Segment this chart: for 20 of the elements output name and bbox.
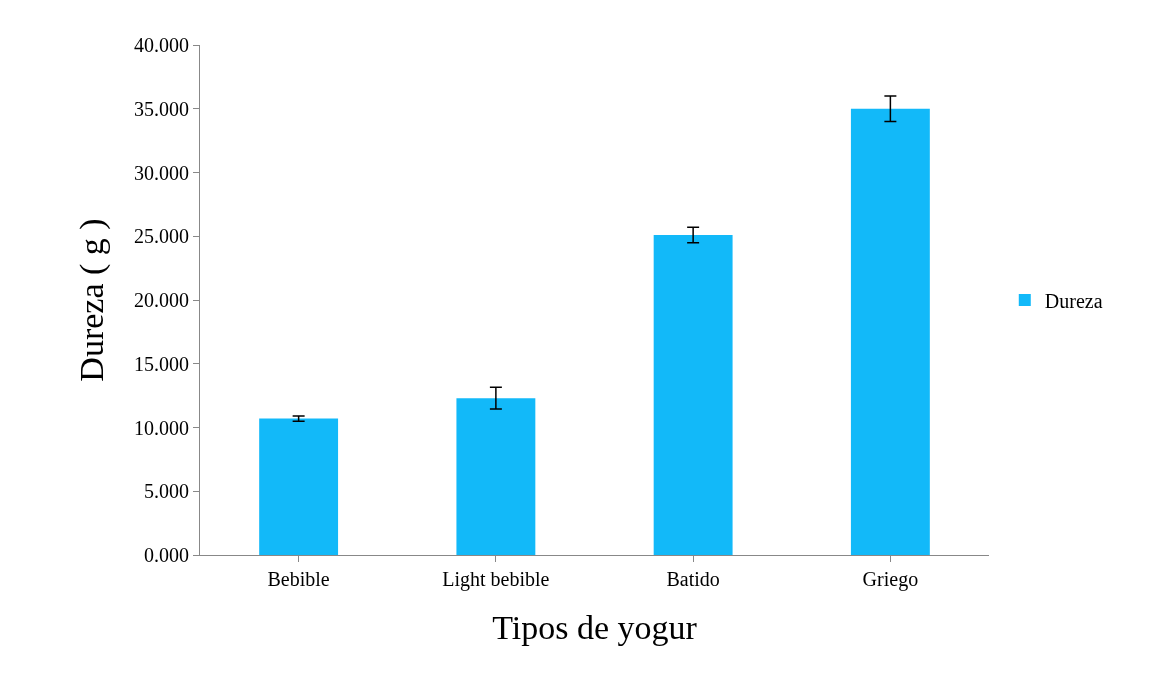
legend-label: Dureza bbox=[1044, 289, 1103, 312]
bar bbox=[259, 418, 339, 555]
y-tick-label: 25.000 bbox=[134, 225, 189, 248]
y-tick-label: 35.000 bbox=[134, 97, 189, 120]
bar bbox=[456, 398, 536, 555]
y-axis-title: Dureza ( g ) bbox=[72, 218, 111, 382]
x-axis-title: Tipos de yogur bbox=[492, 609, 698, 647]
y-tick-label: 15.000 bbox=[134, 352, 189, 375]
y-tick-label: 20.000 bbox=[134, 289, 189, 311]
y-tick-label: 0.000 bbox=[144, 544, 189, 566]
y-tick-label: 10.000 bbox=[134, 416, 189, 439]
x-tick-label: Bebible bbox=[267, 568, 330, 590]
y-tick-label: 40.000 bbox=[134, 34, 189, 56]
bar bbox=[653, 234, 733, 555]
y-tick-label: 5.000 bbox=[144, 480, 189, 503]
x-tick-label: Griego bbox=[862, 568, 919, 591]
bar bbox=[850, 108, 930, 555]
x-tick-label: Light bebible bbox=[442, 568, 550, 591]
y-tick-label: 30.000 bbox=[134, 161, 189, 184]
x-tick-label: Batido bbox=[666, 568, 720, 590]
